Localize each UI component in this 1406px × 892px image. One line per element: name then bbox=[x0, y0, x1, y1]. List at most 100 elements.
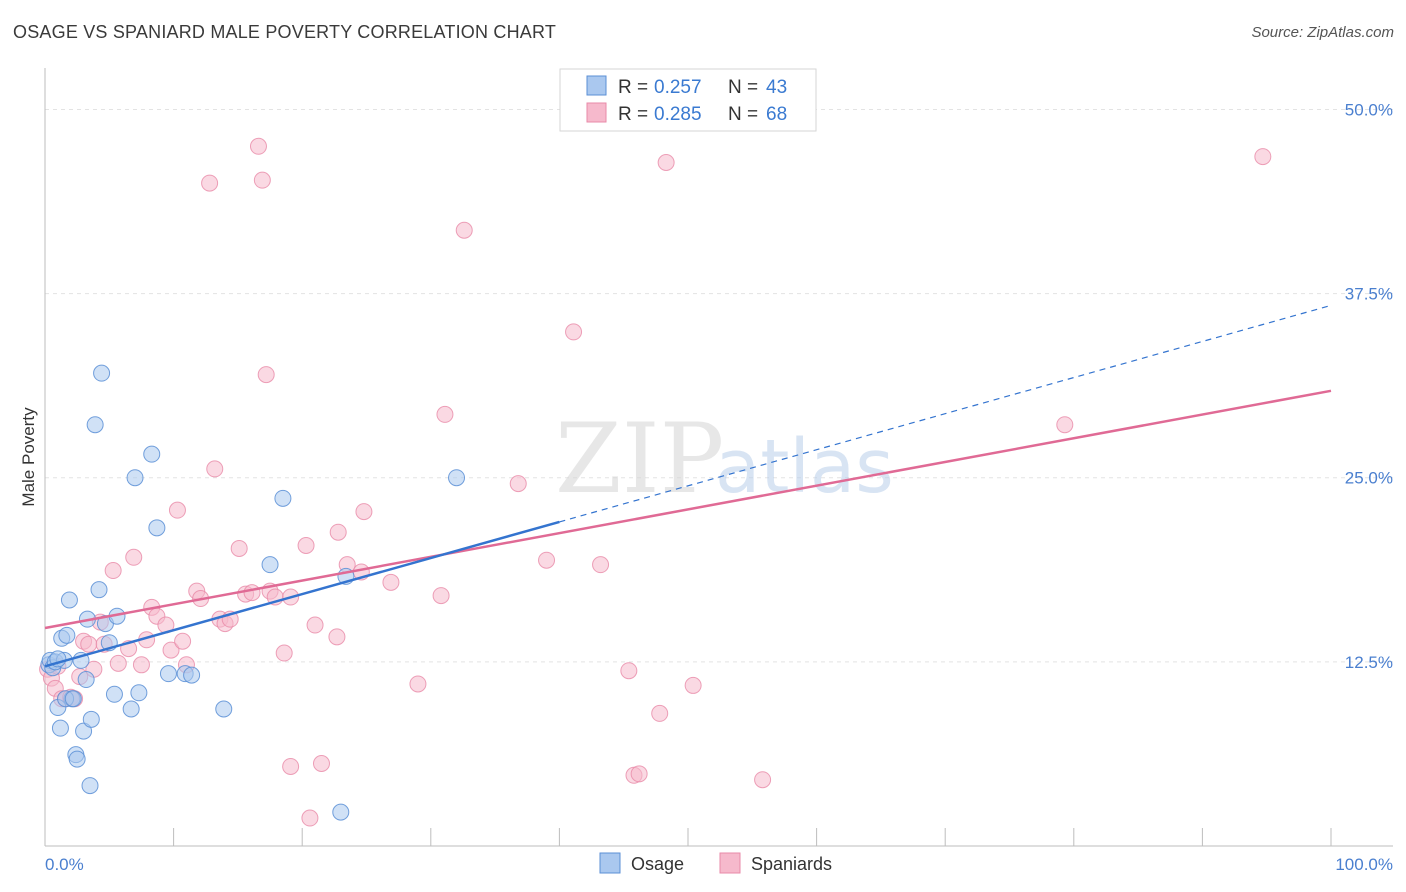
spaniards-point bbox=[328, 628, 346, 646]
spaniards-point bbox=[243, 584, 261, 602]
osage-point bbox=[90, 581, 108, 599]
watermark: ZIP atlas bbox=[555, 403, 894, 515]
legend-osage-r-label: R = bbox=[618, 77, 648, 98]
axes bbox=[44, 68, 1393, 847]
osage-point bbox=[86, 416, 104, 434]
source-label: Source: ZipAtlas.com bbox=[1251, 24, 1394, 41]
spaniards-trend-line bbox=[44, 389, 1332, 630]
osage-point bbox=[126, 469, 144, 487]
osage-point bbox=[148, 519, 166, 537]
osage-point bbox=[274, 489, 292, 507]
legend-osage-r-value: 0.257 bbox=[654, 77, 702, 98]
spaniards-point bbox=[409, 675, 427, 693]
osage-point bbox=[261, 556, 279, 574]
spaniards-point bbox=[275, 644, 293, 662]
watermark-zip: ZIP bbox=[555, 403, 724, 515]
spaniards-point bbox=[329, 523, 347, 541]
osage-trend-extension bbox=[559, 304, 1332, 523]
osage-point bbox=[159, 665, 177, 683]
y-tick-label: 12.5% bbox=[1345, 653, 1393, 672]
stats-legend: R = 0.257 N = 43 R = 0.285 N = 68 bbox=[559, 68, 817, 132]
osage-point bbox=[58, 626, 76, 644]
spaniards-point bbox=[538, 551, 556, 569]
bottom-legend-osage-swatch bbox=[599, 852, 621, 874]
spaniards-point bbox=[509, 475, 527, 493]
spaniards-point bbox=[306, 616, 324, 634]
osage-point bbox=[105, 685, 123, 703]
spaniards-point bbox=[1056, 416, 1074, 434]
bottom-legend-spaniards-label: Spaniards bbox=[751, 854, 832, 874]
bottom-legend-osage-label: Osage bbox=[631, 854, 684, 874]
osage-point bbox=[51, 719, 69, 737]
spaniards-point bbox=[125, 548, 143, 566]
spaniards-point bbox=[312, 755, 330, 773]
spaniards-point bbox=[432, 587, 450, 605]
osage-point bbox=[215, 700, 233, 718]
spaniards-point bbox=[162, 641, 180, 659]
legend-spaniards-n-value: 68 bbox=[766, 104, 787, 125]
spaniards-point bbox=[206, 460, 224, 478]
osage-point bbox=[448, 469, 466, 487]
spaniards-point bbox=[651, 704, 669, 722]
spaniards-point bbox=[109, 654, 127, 672]
spaniards-point bbox=[565, 323, 583, 341]
spaniards-point bbox=[253, 171, 271, 189]
legend-osage-n-value: 43 bbox=[766, 77, 787, 98]
legend-osage-swatch bbox=[586, 75, 607, 96]
osage-point bbox=[93, 364, 111, 382]
spaniards-point bbox=[104, 562, 122, 580]
trend-lines bbox=[44, 304, 1332, 668]
tick-labels: 12.5% 25.0% 37.5% 50.0% 0.0% 100.0% bbox=[45, 100, 1393, 874]
spaniards-point bbox=[230, 539, 248, 557]
spaniards-point bbox=[1254, 148, 1272, 166]
legend-spaniards-r-label: R = bbox=[618, 104, 648, 125]
spaniards-point bbox=[382, 573, 400, 591]
spaniards-point bbox=[249, 137, 267, 155]
osage-point bbox=[77, 671, 95, 689]
osage-point bbox=[64, 690, 82, 708]
watermark-atlas: atlas bbox=[715, 424, 894, 510]
legend-spaniards-n-label: N = bbox=[728, 104, 758, 125]
spaniards-point bbox=[168, 501, 186, 519]
osage-point bbox=[68, 750, 86, 768]
spaniards-point bbox=[436, 405, 454, 423]
osage-point bbox=[332, 803, 350, 821]
spaniards-point bbox=[455, 221, 473, 239]
grid-lines bbox=[45, 108, 1393, 663]
osage-point bbox=[81, 777, 99, 795]
x-tick-label: 0.0% bbox=[45, 855, 84, 874]
spaniards-point bbox=[297, 536, 315, 554]
spaniards-point bbox=[355, 503, 373, 521]
spaniards-point bbox=[80, 635, 98, 653]
osage-point bbox=[75, 722, 93, 740]
bottom-legend-spaniards-swatch bbox=[719, 852, 741, 874]
spaniards-points bbox=[39, 137, 1272, 827]
osage-point bbox=[143, 445, 161, 463]
spaniards-point bbox=[630, 765, 648, 783]
y-tick-label: 37.5% bbox=[1345, 285, 1393, 304]
spaniards-point bbox=[684, 676, 702, 694]
legend-spaniards-swatch bbox=[586, 102, 607, 123]
spaniards-point bbox=[592, 556, 610, 574]
spaniards-point bbox=[257, 366, 275, 384]
chart-title: OSAGE VS SPANIARD MALE POVERTY CORRELATI… bbox=[13, 22, 557, 42]
y-axis-label: Male Poverty bbox=[19, 407, 38, 507]
spaniards-point bbox=[174, 632, 192, 650]
osage-point bbox=[60, 591, 78, 609]
spaniards-point bbox=[620, 662, 638, 680]
spaniards-point bbox=[754, 771, 772, 789]
y-tick-label: 50.0% bbox=[1345, 100, 1393, 119]
osage-point bbox=[122, 700, 140, 718]
y-tick-label: 25.0% bbox=[1345, 469, 1393, 488]
series-legend: Osage Spaniards bbox=[599, 852, 832, 874]
legend-osage-n-label: N = bbox=[728, 77, 758, 98]
osage-point bbox=[82, 710, 100, 728]
spaniards-point bbox=[201, 174, 219, 192]
spaniards-point bbox=[282, 757, 300, 775]
osage-point bbox=[183, 666, 201, 684]
legend-spaniards-r-value: 0.285 bbox=[654, 104, 702, 125]
x-tick-label: 100.0% bbox=[1335, 855, 1393, 874]
osage-trend-line bbox=[44, 520, 560, 668]
osage-point bbox=[130, 684, 148, 702]
